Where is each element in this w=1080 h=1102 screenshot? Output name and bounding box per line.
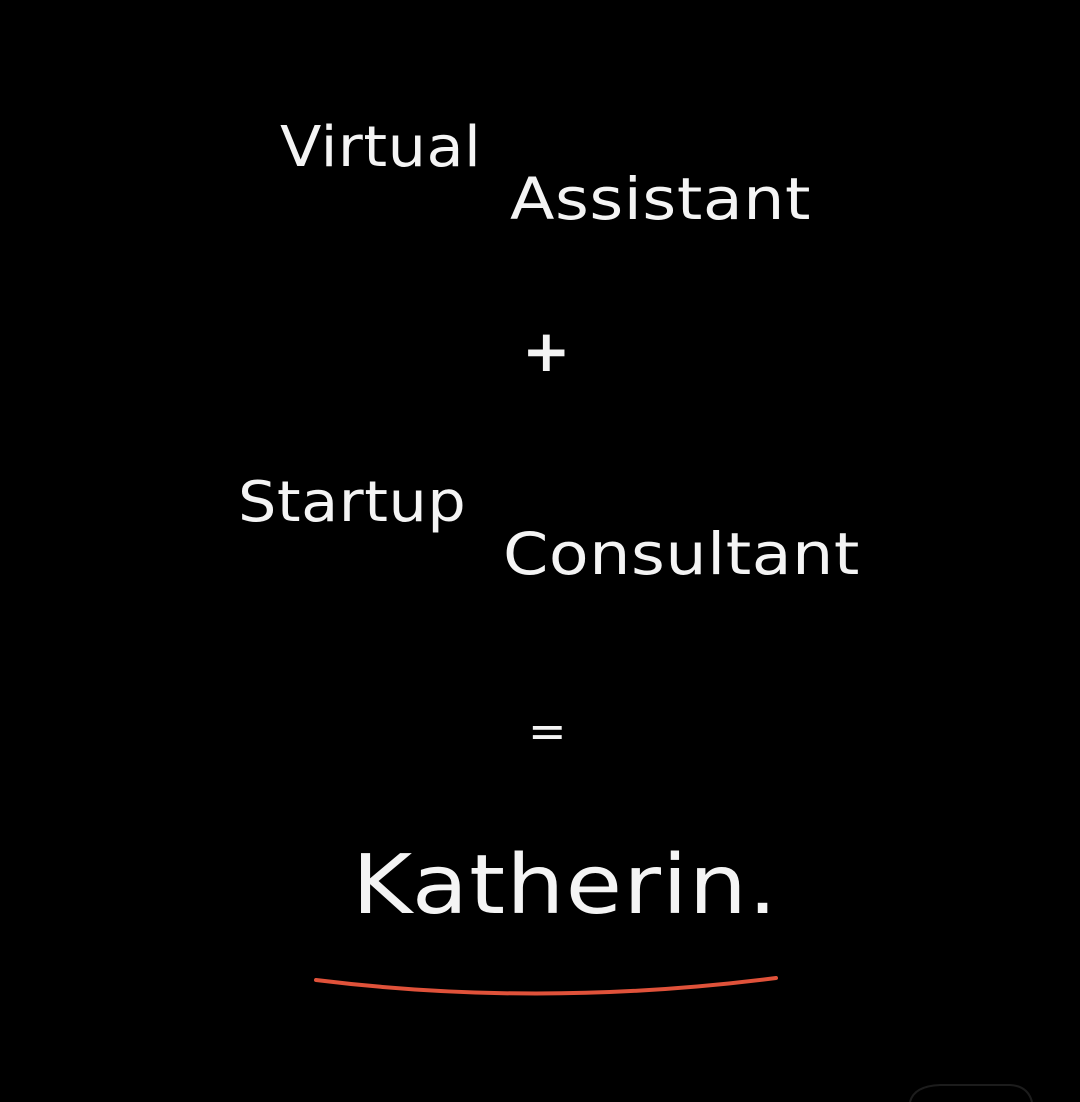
word-consultant: Consultant [503, 520, 860, 588]
word-startup: Startup [238, 470, 467, 535]
word-assistant: Assistant [510, 165, 811, 233]
underline-swoosh [314, 976, 778, 996]
word-virtual: Virtual [280, 115, 482, 180]
equals-sign: = [528, 704, 567, 758]
brand-name: Katherin. [352, 838, 779, 933]
plus-sign: + [522, 317, 571, 385]
corner-outline-decoration [909, 1084, 1033, 1102]
